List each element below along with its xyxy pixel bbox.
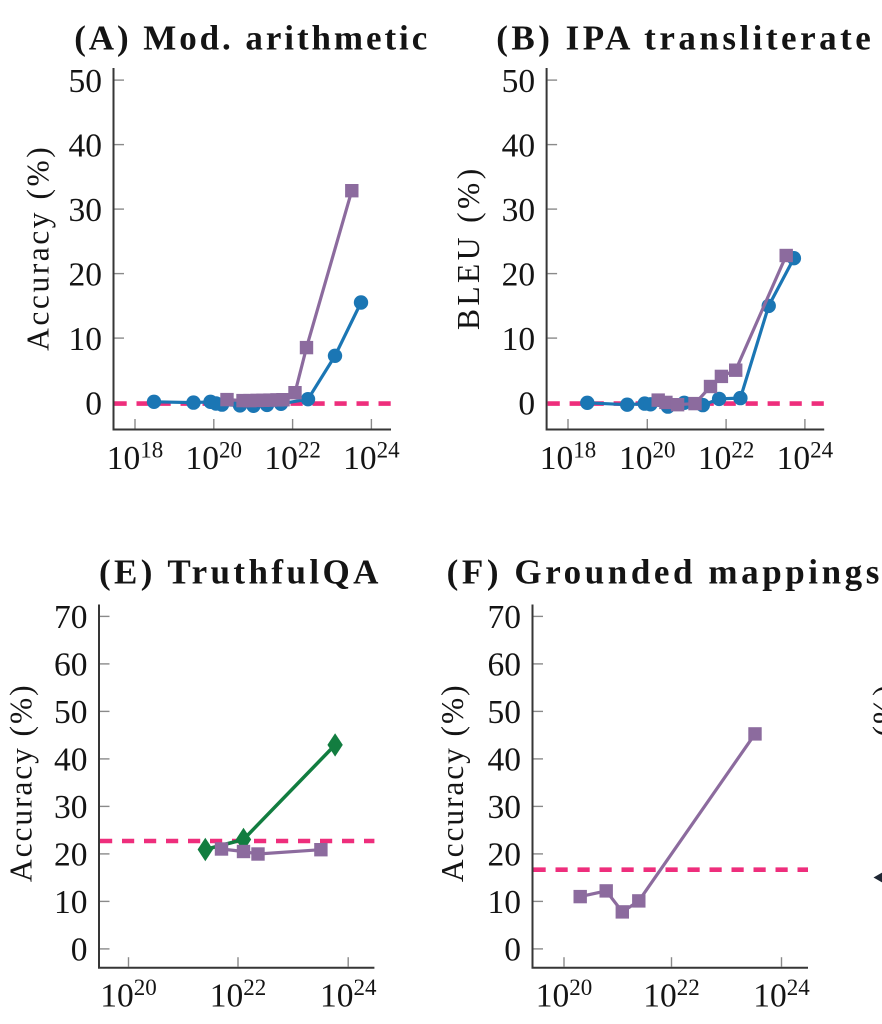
svg-text:30: 30 (69, 192, 103, 229)
svg-text:1024: 1024 (320, 975, 377, 1015)
svg-text:1024: 1024 (777, 437, 834, 477)
svg-text:Accuracy (%): Accuracy (%) (21, 145, 56, 351)
svg-text:(A) Mod. arithmetic: (A) Mod. arithmetic (74, 19, 430, 58)
svg-text:0: 0 (85, 385, 102, 422)
svg-text:10: 10 (502, 321, 536, 358)
svg-text:1020: 1020 (100, 975, 157, 1015)
svg-text:60: 60 (54, 647, 88, 684)
svg-text:60: 60 (488, 647, 522, 684)
svg-text:Accuracy (%): Accuracy (%) (4, 684, 39, 883)
svg-text:30: 30 (54, 789, 88, 826)
svg-text:1020: 1020 (619, 437, 676, 477)
svg-text:1018: 1018 (540, 437, 597, 477)
svg-text:20: 20 (54, 837, 88, 874)
svg-text:10: 10 (69, 321, 103, 358)
svg-text:20: 20 (69, 256, 103, 293)
svg-text:Accuracy (%): Accuracy (%) (867, 684, 882, 883)
svg-text:70: 70 (54, 599, 88, 636)
svg-text:1024: 1024 (753, 975, 810, 1015)
svg-text:1020: 1020 (536, 975, 593, 1015)
svg-text:0: 0 (504, 932, 521, 969)
svg-text:40: 40 (54, 742, 88, 779)
svg-text:BLEU (%): BLEU (%) (451, 165, 486, 330)
svg-text:0: 0 (71, 932, 88, 969)
svg-text:1020: 1020 (186, 437, 243, 477)
svg-text:(E) TruthfulQA: (E) TruthfulQA (99, 553, 382, 592)
svg-text:1024: 1024 (343, 437, 400, 477)
svg-text:70: 70 (488, 599, 522, 636)
svg-text:0: 0 (518, 385, 535, 422)
svg-text:30: 30 (488, 789, 522, 826)
svg-text:1018: 1018 (107, 437, 164, 477)
svg-text:40: 40 (502, 127, 536, 164)
svg-text:30: 30 (502, 192, 536, 229)
svg-text:50: 50 (69, 63, 103, 100)
svg-text:10: 10 (54, 884, 88, 921)
svg-text:1022: 1022 (264, 437, 321, 477)
svg-text:40: 40 (488, 742, 522, 779)
svg-text:(F) Grounded mappings: (F) Grounded mappings (447, 553, 882, 592)
svg-text:50: 50 (488, 694, 522, 731)
svg-text:10: 10 (488, 884, 522, 921)
svg-text:Accuracy (%): Accuracy (%) (435, 684, 470, 883)
svg-text:1022: 1022 (210, 975, 267, 1015)
svg-text:20: 20 (488, 837, 522, 874)
svg-text:20: 20 (502, 256, 536, 293)
svg-text:50: 50 (502, 63, 536, 100)
svg-text:(B) IPA transliterate: (B) IPA transliterate (496, 19, 874, 58)
svg-text:40: 40 (69, 127, 103, 164)
svg-text:1022: 1022 (698, 437, 755, 477)
svg-text:1022: 1022 (643, 975, 700, 1015)
svg-text:50: 50 (54, 694, 88, 731)
